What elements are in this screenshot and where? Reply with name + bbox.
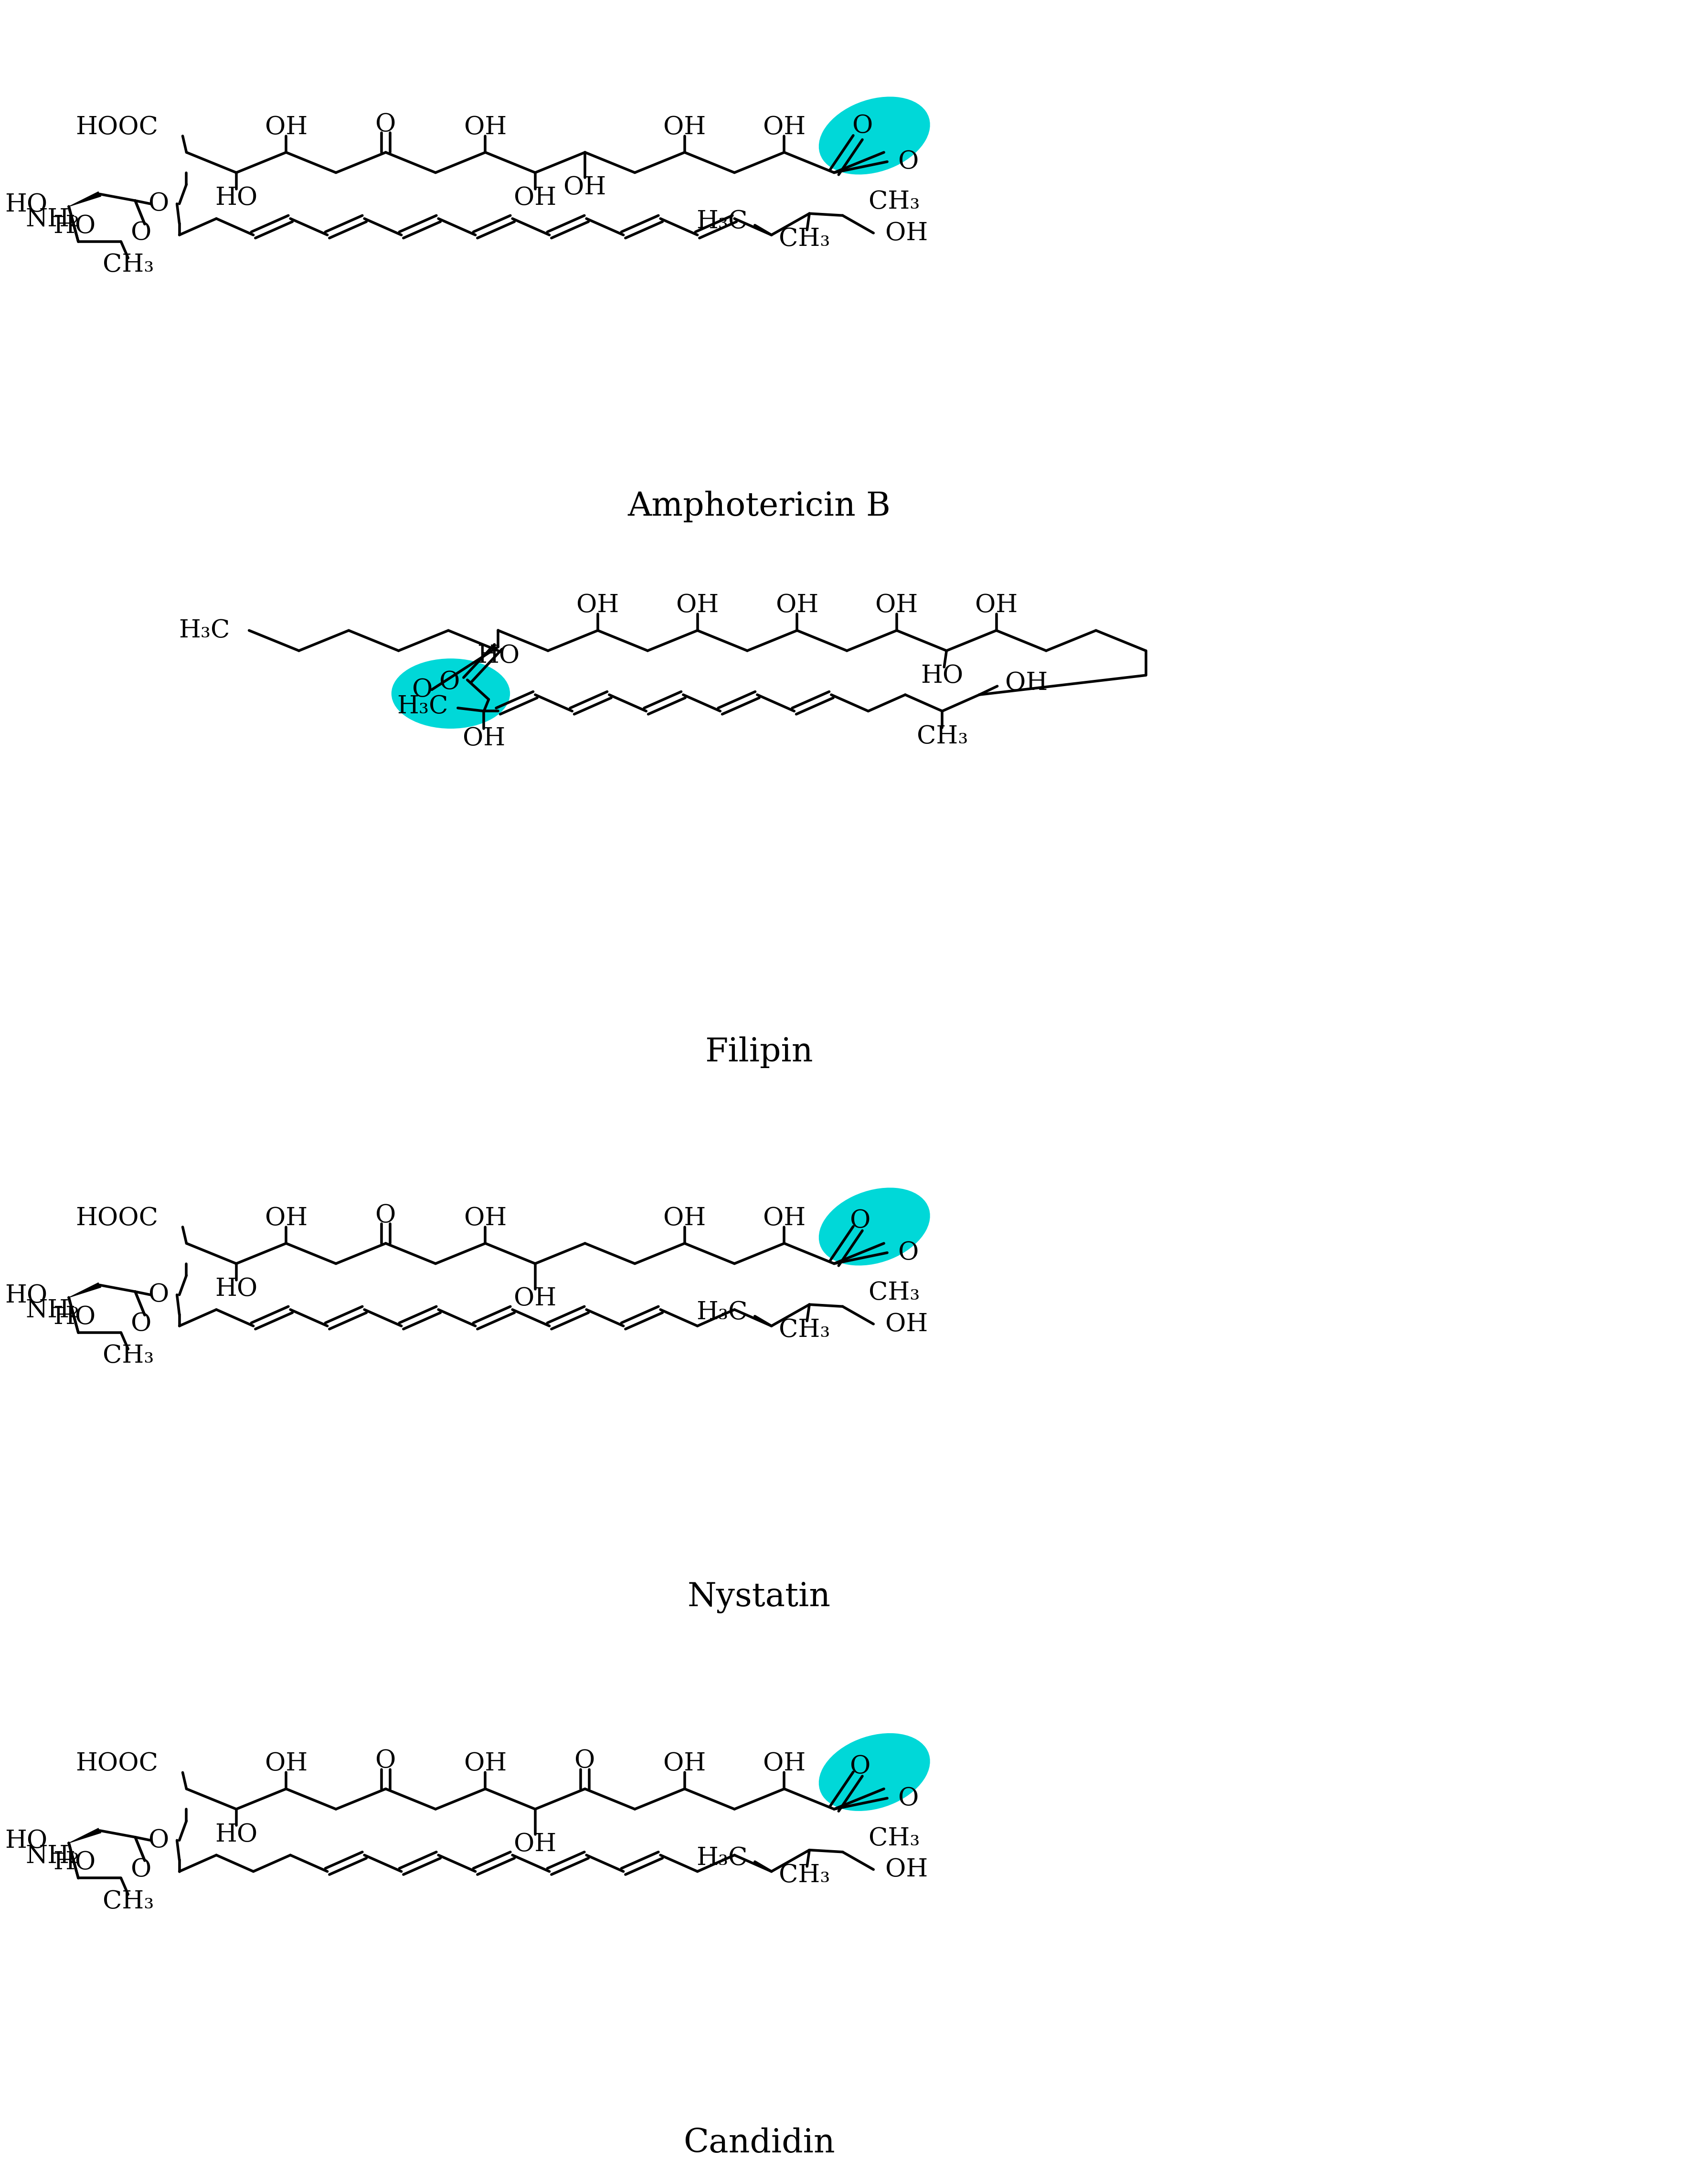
- Text: O: O: [149, 192, 169, 216]
- Text: H₃C: H₃C: [697, 1846, 748, 1870]
- Text: NH₂: NH₂: [26, 1298, 80, 1322]
- Text: OH: OH: [1006, 670, 1049, 696]
- Text: O: O: [132, 1311, 152, 1335]
- Text: HO: HO: [215, 1822, 258, 1846]
- Text: OH: OH: [876, 594, 917, 618]
- Text: CH₃: CH₃: [102, 1344, 154, 1368]
- Text: H₃C: H₃C: [396, 694, 447, 718]
- Polygon shape: [68, 192, 101, 207]
- Text: OH: OH: [265, 116, 307, 140]
- Text: CH₃: CH₃: [779, 1318, 830, 1342]
- Text: HO: HO: [477, 644, 519, 668]
- Text: OH: OH: [463, 727, 506, 751]
- Text: Amphotericin B: Amphotericin B: [627, 491, 890, 521]
- Text: OH: OH: [265, 1207, 307, 1231]
- Text: OH: OH: [663, 1207, 705, 1231]
- Text: OH: OH: [514, 1287, 557, 1311]
- Text: OH: OH: [975, 594, 1018, 618]
- Text: OH: OH: [465, 1752, 507, 1776]
- Ellipse shape: [818, 1733, 931, 1811]
- Text: O: O: [851, 1209, 871, 1233]
- Text: H₃C: H₃C: [697, 209, 748, 233]
- Text: O: O: [149, 1283, 169, 1307]
- Text: HO: HO: [5, 1829, 48, 1853]
- Text: CH₃: CH₃: [869, 1281, 921, 1305]
- Text: HOOC: HOOC: [75, 116, 157, 140]
- Text: OH: OH: [676, 594, 719, 618]
- Text: OH: OH: [885, 220, 927, 244]
- Text: O: O: [898, 151, 919, 175]
- Text: Nystatin: Nystatin: [688, 1582, 830, 1612]
- Text: Candidin: Candidin: [683, 2127, 835, 2158]
- Text: O: O: [376, 1748, 396, 1774]
- Text: O: O: [898, 1787, 919, 1811]
- Text: OH: OH: [663, 116, 705, 140]
- Text: O: O: [132, 220, 152, 244]
- Text: HO: HO: [215, 185, 258, 209]
- Text: OH: OH: [763, 1752, 806, 1776]
- Text: O: O: [412, 676, 432, 703]
- Text: HO: HO: [215, 1276, 258, 1300]
- Text: CH₃: CH₃: [102, 253, 154, 277]
- Text: CH₃: CH₃: [869, 1826, 921, 1850]
- Text: CH₃: CH₃: [869, 190, 921, 214]
- Text: H₃C: H₃C: [697, 1300, 748, 1324]
- Text: CH₃: CH₃: [917, 724, 968, 748]
- Text: H₃C: H₃C: [179, 618, 231, 644]
- Text: OH: OH: [564, 175, 606, 199]
- Text: OH: OH: [514, 185, 557, 209]
- Text: O: O: [852, 113, 873, 137]
- Text: O: O: [376, 1202, 396, 1228]
- Text: OH: OH: [465, 116, 507, 140]
- Text: HO: HO: [921, 663, 963, 687]
- Ellipse shape: [818, 1187, 931, 1266]
- Text: HOOC: HOOC: [75, 1752, 157, 1776]
- Text: NH₂: NH₂: [26, 1844, 80, 1868]
- Text: O: O: [574, 1748, 596, 1774]
- Ellipse shape: [391, 659, 511, 729]
- Text: HO: HO: [53, 214, 96, 238]
- Text: Filipin: Filipin: [705, 1036, 813, 1067]
- Text: O: O: [376, 111, 396, 137]
- Text: O: O: [439, 670, 459, 694]
- Text: CH₃: CH₃: [779, 1863, 830, 1887]
- Text: HO: HO: [5, 1283, 48, 1307]
- Text: O: O: [898, 1242, 919, 1266]
- Polygon shape: [68, 1829, 101, 1844]
- Text: OH: OH: [465, 1207, 507, 1231]
- Text: OH: OH: [265, 1752, 307, 1776]
- Text: OH: OH: [885, 1311, 927, 1335]
- Text: HOOC: HOOC: [75, 1207, 157, 1231]
- Text: HO: HO: [53, 1850, 96, 1874]
- Text: CH₃: CH₃: [779, 227, 830, 251]
- Text: OH: OH: [663, 1752, 705, 1776]
- Ellipse shape: [818, 96, 931, 175]
- Text: OH: OH: [763, 116, 806, 140]
- Text: OH: OH: [775, 594, 818, 618]
- Text: OH: OH: [514, 1833, 557, 1857]
- Polygon shape: [68, 1283, 101, 1298]
- Text: CH₃: CH₃: [102, 1890, 154, 1914]
- Text: O: O: [851, 1754, 871, 1778]
- Text: NH₂: NH₂: [26, 207, 80, 231]
- Text: OH: OH: [763, 1207, 806, 1231]
- Text: OH: OH: [577, 594, 618, 618]
- Text: O: O: [132, 1857, 152, 1881]
- Text: HO: HO: [5, 192, 48, 216]
- Text: O: O: [149, 1829, 169, 1853]
- Text: OH: OH: [885, 1857, 927, 1881]
- Text: HO: HO: [53, 1305, 96, 1329]
